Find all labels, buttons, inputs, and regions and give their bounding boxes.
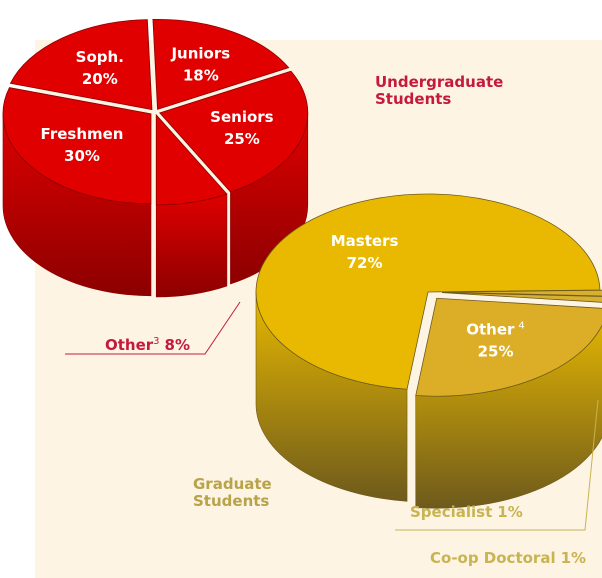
data-label: Other 4 <box>466 320 525 338</box>
category-label: Juniors <box>170 44 230 62</box>
data-label: Freshmen <box>41 125 124 143</box>
category-label: Other <box>466 320 515 338</box>
footnote-mark: 3 <box>153 336 159 347</box>
slice <box>152 19 290 110</box>
slice-side <box>155 193 228 298</box>
slice <box>441 292 602 303</box>
slice <box>155 113 228 206</box>
data-label: Other3 8% <box>105 336 190 354</box>
value-label: 18% <box>183 66 219 84</box>
slice <box>441 289 602 297</box>
category-label: Seniors <box>210 108 273 126</box>
category-label: Masters <box>331 232 399 250</box>
value-label: 30% <box>64 147 100 165</box>
slice <box>2 87 152 205</box>
slice <box>255 193 601 390</box>
value-label: 1% <box>561 549 586 567</box>
value-label: 1% <box>497 503 522 521</box>
data-label: Specialist 1% <box>410 503 523 521</box>
leader-line <box>65 301 241 355</box>
chart-title: Undergraduate Students <box>375 73 504 108</box>
slice <box>9 19 153 111</box>
value-label: 8% <box>165 336 190 354</box>
slice <box>159 70 309 193</box>
chart-title: Graduate Students <box>193 475 272 510</box>
category-label: Freshmen <box>41 125 124 143</box>
category-label: Soph. <box>76 48 124 66</box>
value-label: 72% <box>347 254 383 272</box>
value-label: 25% <box>224 130 260 148</box>
category-label: Other <box>105 336 154 354</box>
value-label: 25% <box>478 342 514 360</box>
data-label: Seniors <box>210 108 273 126</box>
leader-line <box>395 399 599 531</box>
data-label: Masters <box>331 232 399 250</box>
data-label: Co-op Doctoral 1% <box>430 549 586 567</box>
category-label: Co-op Doctoral <box>430 549 556 567</box>
value-label: 20% <box>82 70 118 88</box>
data-label: Soph. <box>76 48 124 66</box>
category-label: Specialist <box>410 503 492 521</box>
footnote-mark: 4 <box>518 320 524 331</box>
data-label: Juniors <box>170 44 230 62</box>
